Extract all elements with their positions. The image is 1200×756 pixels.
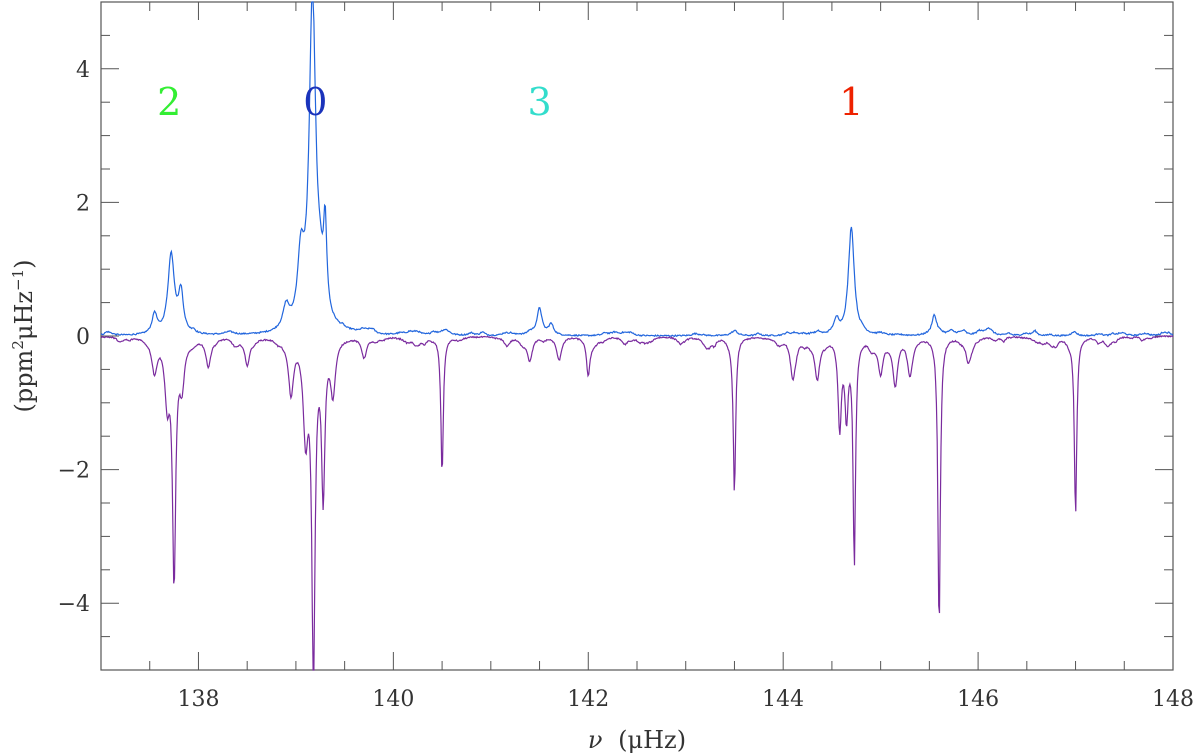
x-tick-label: 144 — [762, 687, 804, 712]
y-tick-label: −4 — [58, 592, 90, 617]
x-tick-label: 148 — [1152, 687, 1194, 712]
mode-label: 2 — [157, 80, 181, 124]
series-line-upper — [100, 1, 1174, 338]
y-tick-label: 0 — [76, 325, 90, 350]
x-tick-label: 138 — [177, 687, 219, 712]
axis-ticks — [100, 1, 1174, 671]
series-line-lower — [100, 335, 1174, 671]
mode-label: 1 — [839, 80, 863, 124]
x-axis-label: ν (μHz) — [588, 726, 686, 754]
y-tick-label: −2 — [58, 459, 90, 484]
mode-label: 3 — [527, 80, 551, 124]
y-tick-label: 4 — [76, 58, 90, 83]
mode-label: 0 — [303, 80, 327, 124]
plot-frame — [100, 1, 1174, 671]
x-tick-label: 142 — [567, 687, 609, 712]
series-layer — [100, 1, 1174, 671]
x-tick-label: 140 — [372, 687, 414, 712]
axis-tick-labels: 138 140 142 144 146 148 −4 −2 0 2 4 — [58, 58, 1194, 712]
x-tick-label: 146 — [957, 687, 999, 712]
y-axis-label: (ppm2μHz−1) — [9, 259, 38, 412]
y-tick-label: 2 — [76, 191, 90, 216]
